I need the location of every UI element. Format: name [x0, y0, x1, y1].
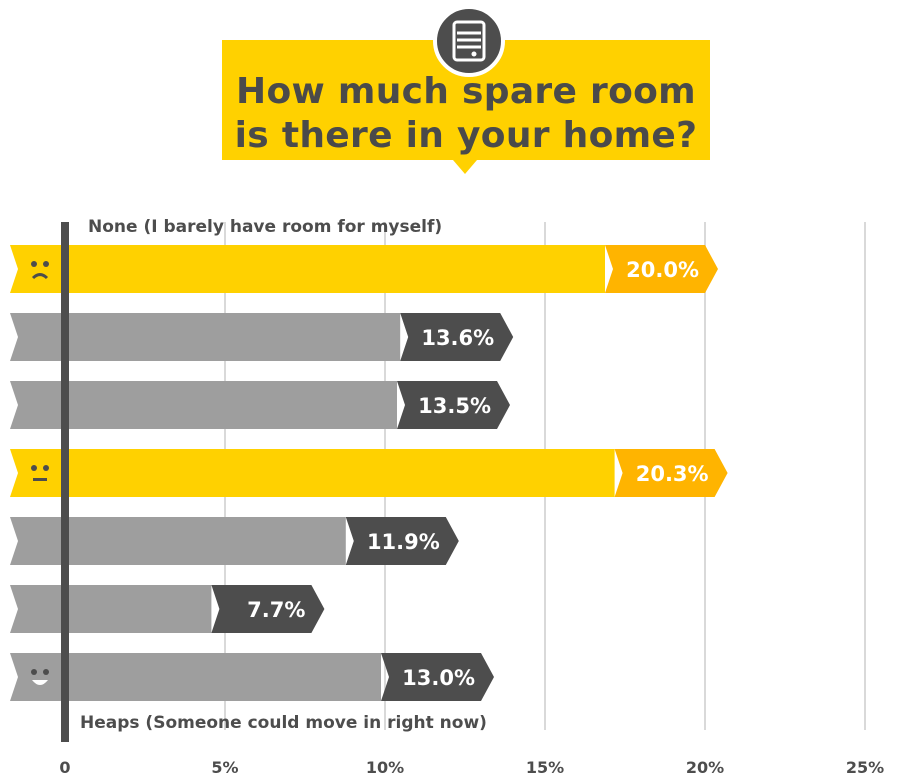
data-label: 20.3% — [636, 462, 709, 486]
bar — [10, 585, 212, 633]
bottom-end-label: Heaps (Someone could move in right now) — [80, 713, 487, 733]
x-tick-label: 0 — [59, 758, 70, 777]
bar-value-tag — [211, 585, 325, 633]
bar-value-tag — [345, 517, 459, 565]
bar — [10, 381, 397, 429]
bar-value-tag — [614, 449, 728, 497]
bar — [10, 245, 605, 293]
x-tick-label: 20% — [686, 758, 724, 777]
zero-axis-line — [61, 222, 69, 742]
bar-value-tag — [400, 313, 514, 361]
bar — [10, 653, 381, 701]
data-label: 13.6% — [421, 326, 494, 350]
x-tick-label: 15% — [526, 758, 564, 777]
washing-machine-icon — [433, 5, 505, 77]
happy-face-icon — [31, 669, 49, 685]
chart-title: How much spare room is there in your hom… — [234, 71, 698, 156]
bars: 20.0% 13.6% 13.5% 20.3% 11.9% 7.7% 13.0% — [10, 245, 728, 701]
data-label: 11.9% — [367, 530, 440, 554]
data-label: 7.7% — [247, 598, 305, 622]
data-label: 20.0% — [626, 258, 699, 282]
top-end-label: None (I barely have room for myself) — [88, 217, 442, 237]
x-tick-label: 25% — [846, 758, 884, 777]
neutral-face-icon — [31, 465, 49, 481]
sad-face-icon — [31, 261, 49, 280]
bar-value-tag — [397, 381, 510, 429]
bar-value-tag — [381, 653, 494, 701]
bar — [10, 449, 615, 497]
data-label: 13.0% — [402, 666, 475, 690]
bar — [10, 517, 346, 565]
data-label: 13.5% — [418, 394, 491, 418]
x-tick-label: 10% — [366, 758, 404, 777]
x-tick-label: 5% — [211, 758, 238, 777]
bar-value-tag — [605, 245, 718, 293]
title-banner-pointer — [453, 160, 477, 174]
bar — [10, 313, 401, 361]
x-axis-ticks: 0 5% 10% 15% 20% 25% — [59, 758, 884, 777]
